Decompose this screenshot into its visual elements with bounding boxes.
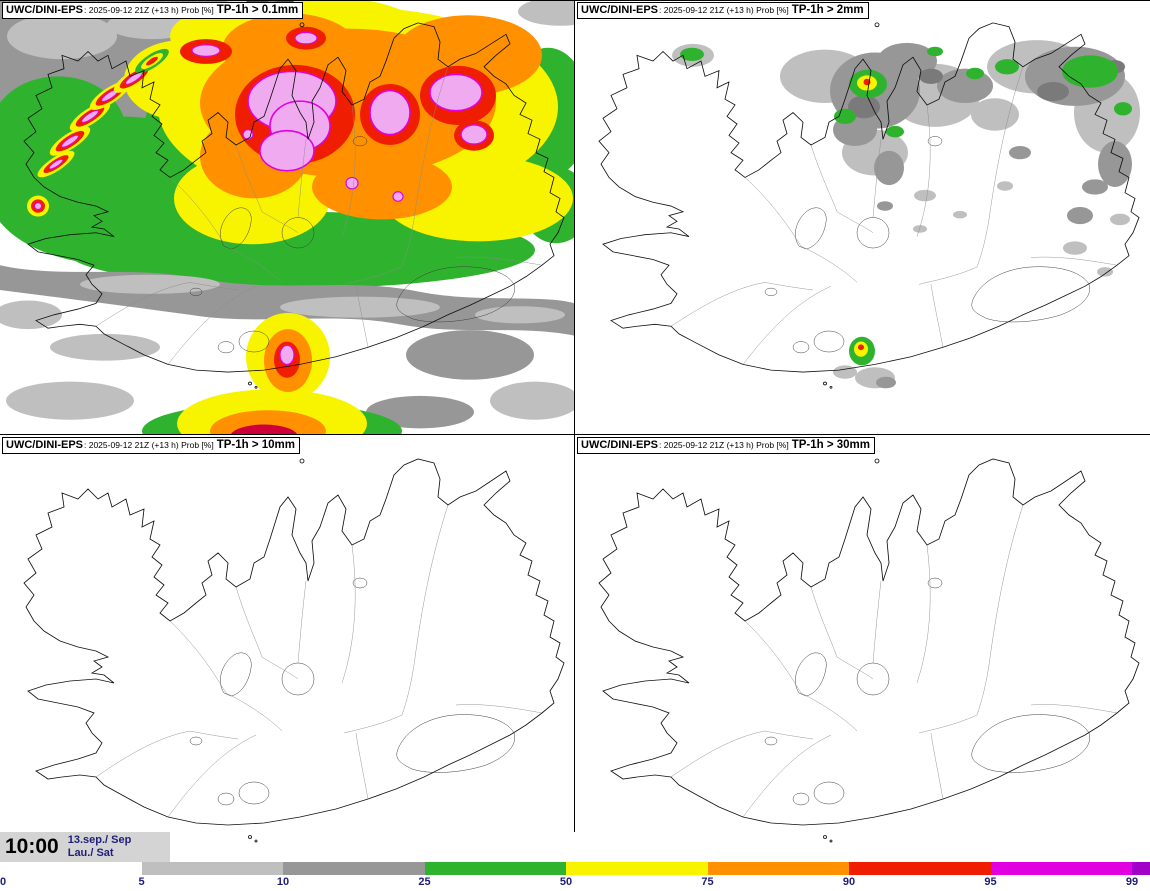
colorbar-segment-magenta bbox=[990, 862, 1132, 875]
colorbar-segment-orange bbox=[707, 862, 849, 875]
panel-tp-2mm: UWC/DINI-EPS: 2025-09-12 21Z (+13 h) Pro… bbox=[575, 0, 1150, 435]
panel-tp-10mm: UWC/DINI-EPS: 2025-09-12 21Z (+13 h) Pro… bbox=[0, 435, 575, 891]
panel-title-30mm: UWC/DINI-EPS: 2025-09-12 21Z (+13 h) Pro… bbox=[577, 437, 875, 454]
prob-field-2mm bbox=[575, 0, 1150, 435]
colorbar-tick: 0 bbox=[0, 876, 7, 888]
colorbar-segment-red bbox=[849, 862, 991, 875]
map-tp-30mm bbox=[575, 435, 1150, 891]
colorbar-tick: 99 bbox=[1125, 876, 1139, 888]
model-label: UWC/DINI-EPS bbox=[581, 439, 658, 451]
panel-tp-30mm: UWC/DINI-EPS: 2025-09-12 21Z (+13 h) Pro… bbox=[575, 435, 1150, 891]
colorbar-tick: 5 bbox=[138, 876, 145, 888]
colorbar-tick: 25 bbox=[418, 876, 431, 888]
colorbar-segment-purple bbox=[1132, 862, 1150, 875]
valid-weekday: Lau./ Sat bbox=[67, 847, 114, 859]
time-box: 10:00 13.sep./ Sep Lau./ Sat bbox=[0, 832, 170, 862]
map-tp-10mm bbox=[0, 435, 575, 891]
panel-tp-0.1mm: UWC/DINI-EPS: 2025-09-12 21Z (+13 h) Pro… bbox=[0, 0, 575, 435]
vertical-divider bbox=[574, 0, 575, 832]
colorbar-tick: 90 bbox=[842, 876, 856, 888]
colorbar-tick: 50 bbox=[559, 876, 573, 888]
valid-date: 13.sep./ Sep bbox=[67, 834, 132, 846]
valid-time: 10:00 bbox=[5, 835, 59, 858]
colorbar-segment-gray_light bbox=[141, 862, 283, 875]
panel-title-0.1mm: UWC/DINI-EPS: 2025-09-12 21Z (+13 h) Pro… bbox=[2, 2, 304, 19]
footer: 10:00 13.sep./ Sep Lau./ Sat 0 5 10 25 50 75 9… bbox=[0, 832, 1150, 891]
panel-title-10mm: UWC/DINI-EPS: 2025-09-12 21Z (+13 h) Pro… bbox=[2, 437, 300, 454]
run-label: : 2025-09-12 21Z (+13 h) Prob [%] bbox=[84, 440, 214, 450]
horizontal-divider bbox=[0, 434, 1150, 435]
prob-field-0.1mm bbox=[0, 0, 575, 435]
colorbar-segment-yellow bbox=[566, 862, 708, 875]
map-tp-0.1mm bbox=[0, 0, 575, 435]
top-border-line bbox=[0, 0, 1150, 1]
param-label: TP-1h > 30mm bbox=[791, 439, 870, 451]
run-label: : 2025-09-12 21Z (+13 h) Prob [%] bbox=[659, 5, 789, 15]
colorbar-segment-white bbox=[0, 862, 142, 875]
colorbar-tick: 95 bbox=[984, 876, 997, 888]
param-label: TP-1h > 0.1mm bbox=[216, 4, 299, 16]
colorbar-tick: 75 bbox=[701, 876, 714, 888]
run-label: : 2025-09-12 21Z (+13 h) Prob [%] bbox=[659, 440, 789, 450]
param-label: TP-1h > 2mm bbox=[791, 4, 864, 16]
model-label: UWC/DINI-EPS bbox=[6, 439, 83, 451]
colorbar-segment-green bbox=[424, 862, 566, 875]
panel-title-2mm: UWC/DINI-EPS: 2025-09-12 21Z (+13 h) Pro… bbox=[577, 2, 869, 19]
model-label: UWC/DINI-EPS bbox=[581, 4, 658, 16]
map-tp-2mm bbox=[575, 0, 1150, 435]
valid-date-block: 13.sep./ Sep Lau./ Sat bbox=[68, 834, 132, 860]
param-label: TP-1h > 10mm bbox=[216, 439, 295, 451]
colorbar-segment-gray bbox=[283, 862, 425, 875]
colorbar-tick: 10 bbox=[276, 876, 290, 888]
model-label: UWC/DINI-EPS bbox=[6, 4, 83, 16]
probability-colorbar bbox=[0, 862, 1150, 875]
colorbar-labels: 0 5 10 25 50 75 90 95 99 bbox=[0, 876, 1150, 891]
run-label: : 2025-09-12 21Z (+13 h) Prob [%] bbox=[84, 5, 214, 15]
